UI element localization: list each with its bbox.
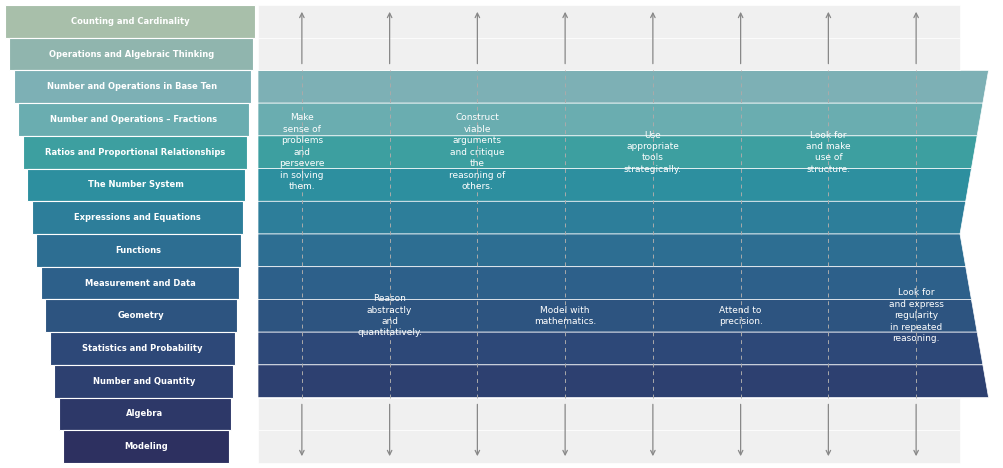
Polygon shape [258, 168, 971, 201]
Text: Look for
and make
use of
structure.: Look for and make use of structure. [805, 131, 850, 174]
Polygon shape [45, 300, 237, 332]
Polygon shape [258, 332, 982, 365]
Polygon shape [32, 201, 243, 234]
Polygon shape [258, 365, 988, 398]
Polygon shape [18, 103, 249, 136]
Text: Number and Operations – Fractions: Number and Operations – Fractions [50, 115, 217, 124]
Polygon shape [258, 430, 959, 463]
Polygon shape [9, 38, 253, 70]
Text: Look for
and express
regularity
in repeated
reasoning.: Look for and express regularity in repea… [888, 288, 943, 343]
Text: Number and Quantity: Number and Quantity [92, 377, 195, 386]
Polygon shape [54, 365, 233, 398]
Polygon shape [27, 168, 245, 201]
Polygon shape [5, 5, 255, 38]
Text: Expressions and Equations: Expressions and Equations [74, 213, 201, 222]
Polygon shape [50, 332, 235, 365]
Polygon shape [258, 136, 976, 168]
Polygon shape [258, 70, 988, 103]
Text: Use
appropriate
tools
strategically.: Use appropriate tools strategically. [623, 131, 681, 174]
Text: Number and Operations in Base Ten: Number and Operations in Base Ten [47, 82, 218, 91]
Text: Functions: Functions [115, 246, 161, 255]
Polygon shape [41, 267, 239, 300]
Text: Reason
abstractly
and
quantitatively.: Reason abstractly and quantitatively. [357, 294, 421, 337]
Polygon shape [258, 103, 982, 136]
Polygon shape [258, 201, 965, 234]
Polygon shape [59, 398, 231, 430]
Polygon shape [258, 300, 976, 332]
Text: Algebra: Algebra [126, 410, 163, 418]
Text: Construct
viable
arguments
and critique
the
reasoning of
others.: Construct viable arguments and critique … [448, 113, 505, 191]
Text: Attend to
precision.: Attend to precision. [718, 306, 762, 326]
Text: Modeling: Modeling [124, 442, 168, 451]
Polygon shape [258, 5, 959, 38]
Text: The Number System: The Number System [88, 181, 184, 190]
Polygon shape [14, 70, 251, 103]
Text: Geometry: Geometry [117, 311, 164, 320]
Text: Counting and Cardinality: Counting and Cardinality [70, 17, 190, 26]
Polygon shape [63, 430, 229, 463]
Polygon shape [258, 234, 965, 267]
Polygon shape [23, 136, 247, 168]
Text: Model with
mathematics.: Model with mathematics. [534, 306, 596, 326]
Text: Make
sense of
problems
and
persevere
in solving
them.: Make sense of problems and persevere in … [279, 113, 324, 191]
Text: Operations and Algebraic Thinking: Operations and Algebraic Thinking [48, 50, 214, 58]
Polygon shape [258, 267, 971, 300]
Polygon shape [258, 38, 959, 70]
Text: Measurement and Data: Measurement and Data [84, 278, 196, 287]
Text: Ratios and Proportional Relationships: Ratios and Proportional Relationships [45, 148, 225, 157]
Polygon shape [258, 398, 959, 430]
Text: Statistics and Probability: Statistics and Probability [82, 344, 203, 353]
Polygon shape [36, 234, 241, 267]
